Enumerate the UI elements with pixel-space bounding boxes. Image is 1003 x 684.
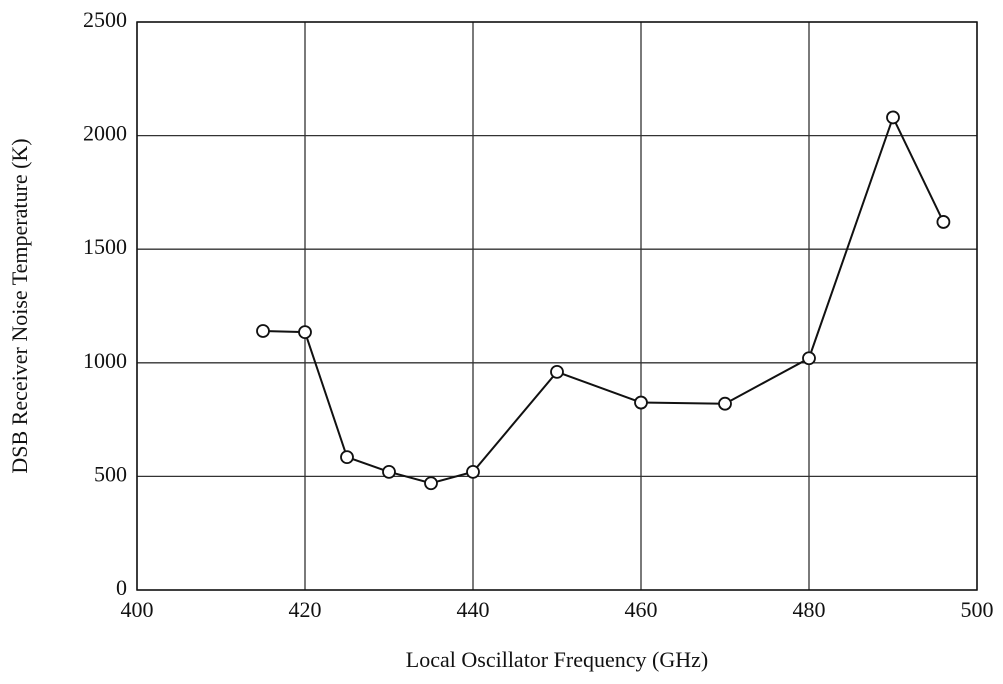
x-tick-label: 480 <box>793 597 826 622</box>
data-point <box>298 325 312 340</box>
y-tick-label: 1000 <box>83 348 127 373</box>
plot-frame <box>136 21 978 591</box>
data-point <box>256 324 270 338</box>
x-tick-label: 500 <box>961 597 994 622</box>
data-line <box>262 114 945 485</box>
x-tick-label: 400 <box>121 597 154 622</box>
x-axis-label: Local Oscillator Frequency (GHz) <box>406 647 708 672</box>
x-tick-label: 420 <box>289 597 322 622</box>
data-point <box>718 396 732 411</box>
y-tick-label: 2000 <box>83 121 127 146</box>
data-point <box>886 110 900 125</box>
data-point <box>802 351 816 366</box>
data-point <box>936 215 951 229</box>
data-point <box>550 364 564 379</box>
y-tick-label: 500 <box>94 461 127 486</box>
x-tick-label: 440 <box>457 597 490 622</box>
data-point <box>466 464 480 479</box>
y-tick-label: 1500 <box>83 234 127 259</box>
x-tick-label: 460 <box>625 597 658 622</box>
data-point <box>382 464 396 479</box>
y-axis-label: DSB Receiver Noise Temperature (K) <box>7 138 32 473</box>
data-point <box>340 450 354 464</box>
data-point <box>634 395 648 410</box>
y-tick-label: 0 <box>116 575 127 600</box>
y-tick-label: 2500 <box>83 7 127 32</box>
data-point <box>424 476 438 491</box>
